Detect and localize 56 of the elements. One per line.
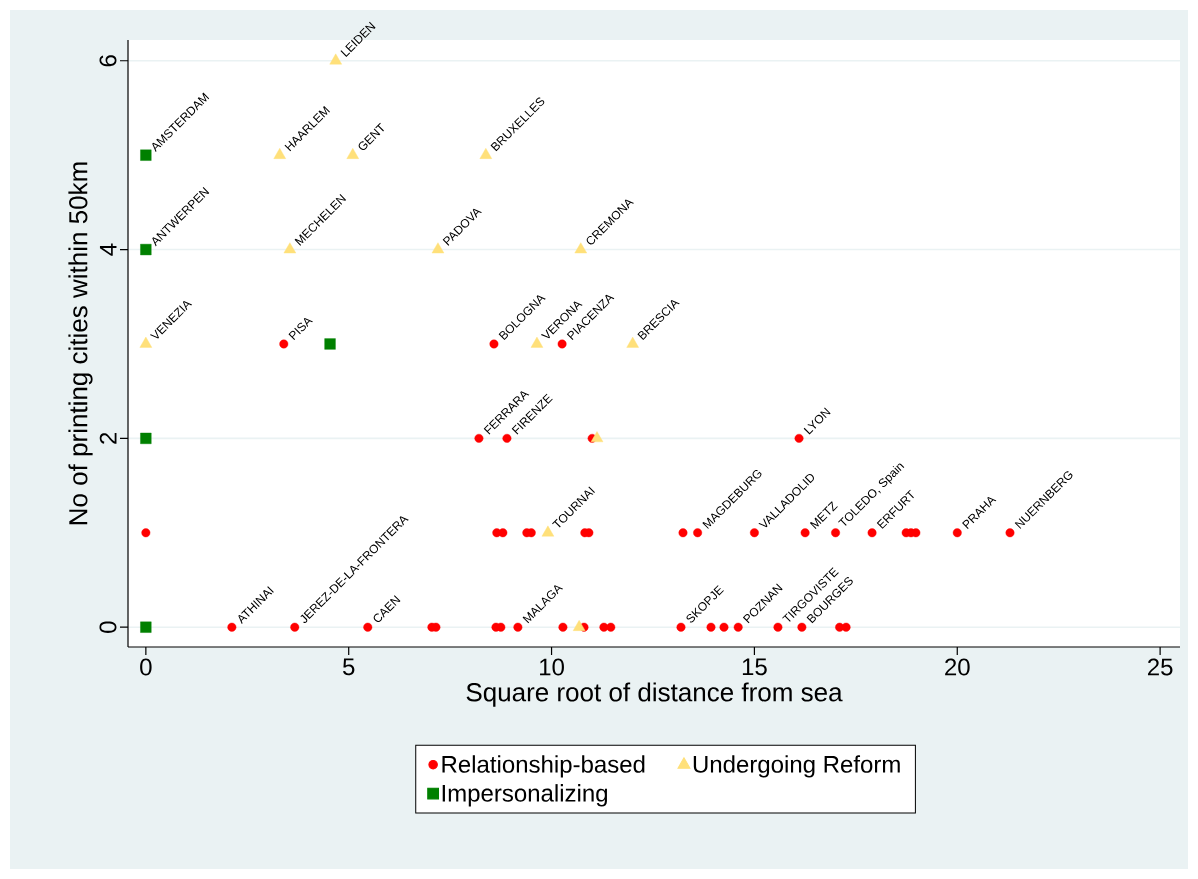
x-tick-label: 20 [945,658,970,676]
point [626,336,639,348]
point [794,433,804,443]
point [749,528,759,538]
point [431,242,445,254]
point [363,622,373,632]
y-axis-title: No of printing cities within 50km [68,162,93,525]
point [678,528,688,538]
point [797,622,807,632]
x-tick-label: 10 [540,658,564,676]
y-tick-label: 2 [99,432,117,444]
point [1005,528,1015,538]
y-tick-label: 6 [99,55,117,67]
point [273,148,286,159]
y-tick-label: 4 [99,243,117,256]
x-tick-label: 0 [140,658,152,676]
point [693,528,703,538]
x-tick-label: 5 [342,658,355,676]
point [952,528,962,538]
point [513,622,523,632]
point [140,149,152,161]
point [324,338,336,350]
x-tick-label: 15 [742,658,767,676]
point [346,148,359,159]
point [140,243,152,256]
point [558,622,568,632]
legend-label: Impersonalizing [442,784,608,807]
point [841,622,851,632]
point [606,622,616,632]
point [140,432,152,444]
legend-label: Undergoing Reform [693,755,900,778]
point [498,528,508,538]
point [557,339,567,349]
point [227,622,237,632]
point [474,433,484,443]
point [867,528,877,538]
point [800,528,810,538]
point [489,339,499,349]
legend-label: Relationship-based [442,755,645,778]
point [140,621,152,633]
x-tick-label: 25 [1147,658,1173,676]
point [574,242,587,254]
point [290,622,300,632]
point [329,53,342,65]
point [719,622,729,632]
point [676,622,686,632]
point [590,431,604,443]
x-axis-title: Square root of distance from sea [466,682,843,707]
point [733,622,743,632]
point [141,528,151,538]
point [831,528,840,538]
point [706,622,716,632]
y-tick-label: 0 [99,621,117,633]
point [572,620,586,631]
point [773,622,783,632]
point [279,339,289,349]
